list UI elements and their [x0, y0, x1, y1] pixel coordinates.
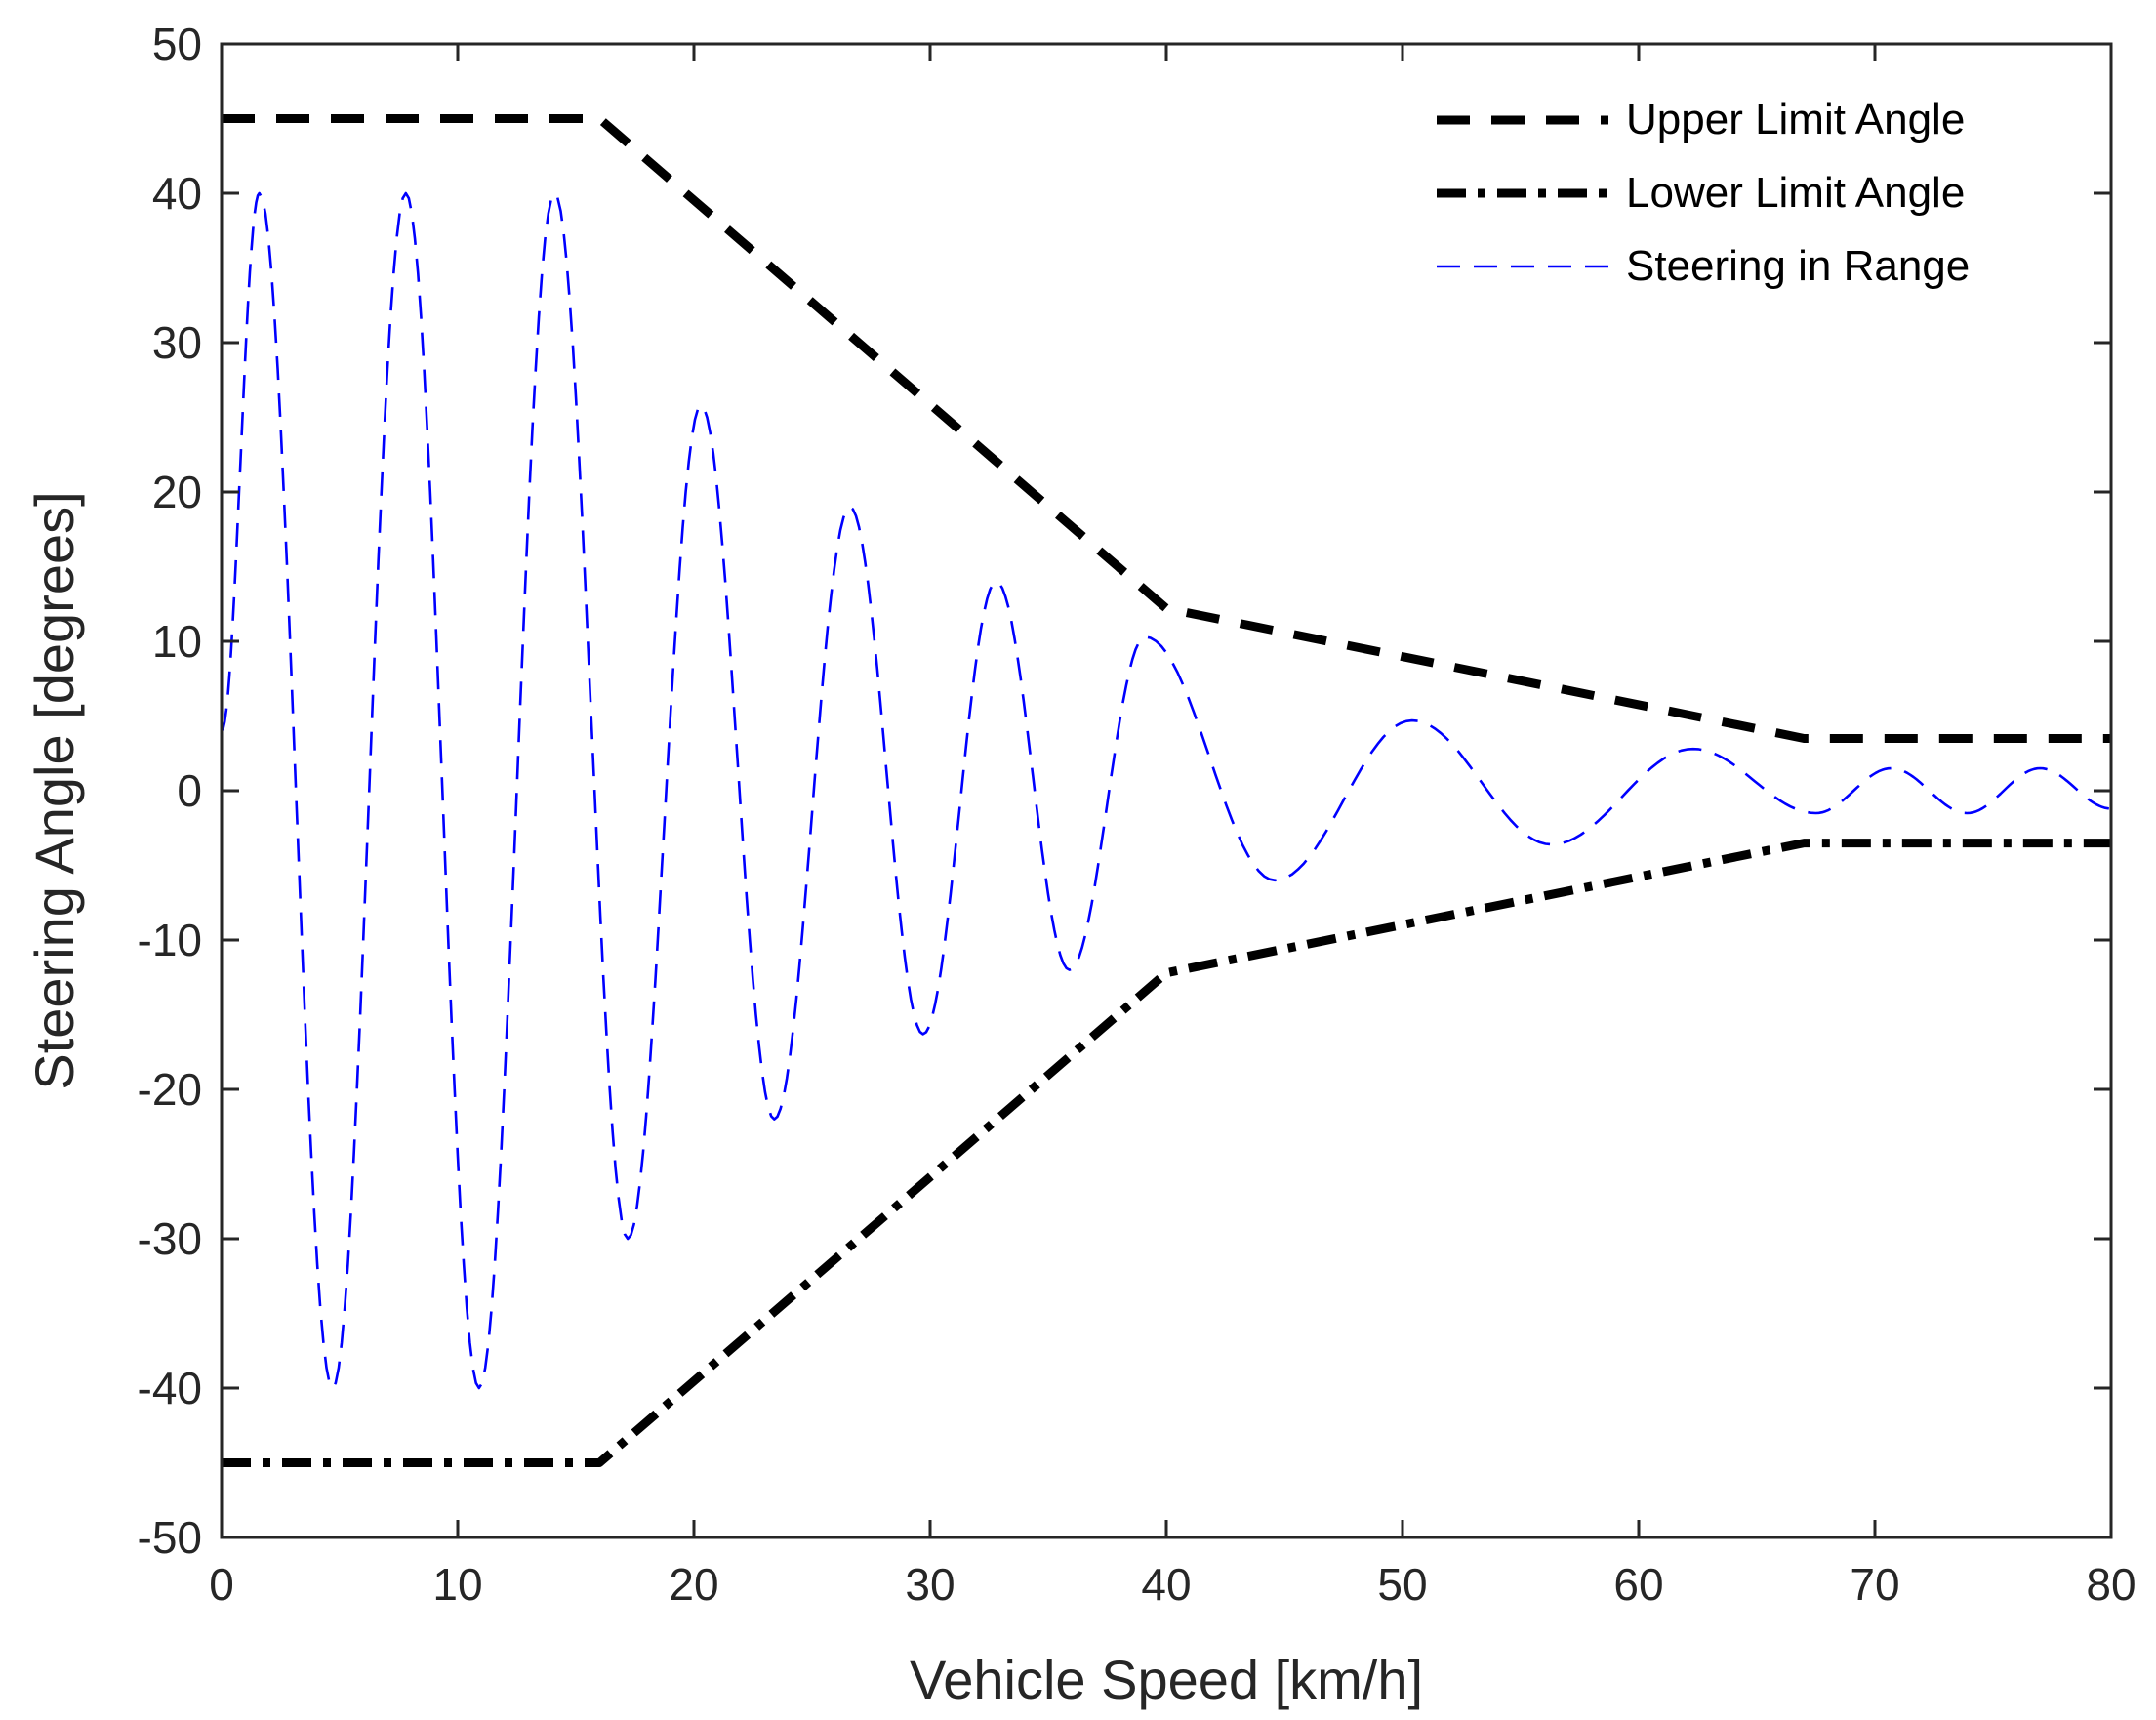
- y-tick-label: -30: [138, 1213, 202, 1264]
- x-tick-label: 60: [1613, 1559, 1663, 1610]
- x-tick-label: 40: [1141, 1559, 1191, 1610]
- y-tick-label: -20: [138, 1064, 202, 1115]
- y-tick-label: 20: [152, 467, 202, 517]
- y-tick-label: -50: [138, 1512, 202, 1563]
- x-tick-label: 0: [209, 1559, 234, 1610]
- legend: Upper Limit Angle Lower Limit Angle Steeri…: [1437, 96, 1970, 290]
- plot-background: [222, 44, 2111, 1537]
- y-tick-label: 50: [152, 19, 202, 69]
- legend-label: Steering in Range: [1626, 242, 1970, 290]
- x-tick-label: 50: [1377, 1559, 1427, 1610]
- y-axis-label: Steering Angle [degrees]: [23, 491, 85, 1089]
- series-line-upper-limit-angle: [222, 114, 2111, 743]
- x-tick-label: 20: [669, 1559, 718, 1610]
- x-axis-label: Vehicle Speed [km/h]: [910, 1649, 1423, 1710]
- legend-label: Upper Limit Angle: [1626, 96, 1965, 143]
- x-tick-label: 10: [432, 1559, 482, 1610]
- legend-label: Lower Limit Angle: [1626, 169, 1965, 217]
- tick-layer: 0 10 20 30 40 50 60 70 80 -50 -40 -30 -20 -10 0 10 20 30 4…: [138, 19, 2136, 1610]
- x-tick-label: 70: [1850, 1559, 1899, 1610]
- y-tick-label: 40: [152, 168, 202, 219]
- y-tick-label: 0: [177, 765, 202, 816]
- series-line-lower-limit-angle: [222, 839, 2111, 1467]
- y-tick-label: -10: [138, 915, 202, 965]
- series-line-steering-in-range: [220, 191, 2112, 1390]
- x-tick-label: 30: [905, 1559, 955, 1610]
- y-tick-label: 30: [152, 317, 202, 368]
- series-layer: [220, 114, 2112, 1467]
- y-tick-label: -40: [138, 1363, 202, 1413]
- x-tick-label: 80: [2086, 1559, 2136, 1610]
- y-tick-label: 10: [152, 616, 202, 667]
